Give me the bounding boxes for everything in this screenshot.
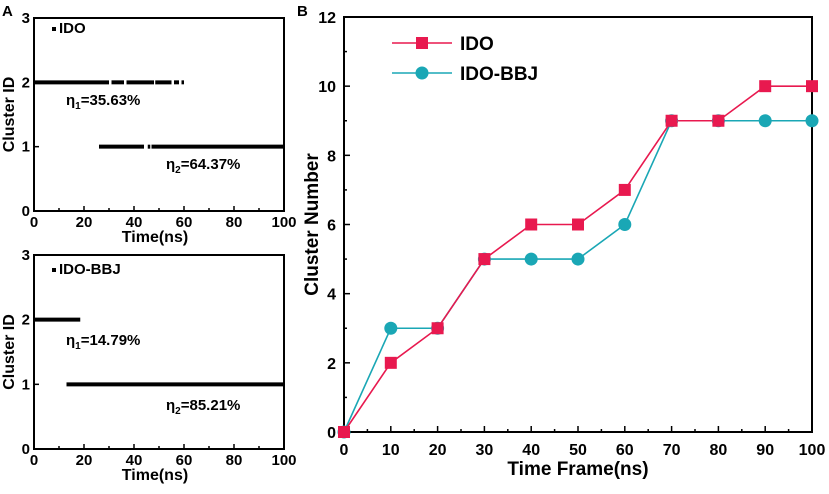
- x-tick-label: 40: [126, 452, 143, 469]
- x-tick-label: 0: [340, 442, 349, 459]
- legend-marker: [415, 66, 429, 80]
- legend-label: IDO: [460, 34, 494, 55]
- y-tick-label: 1: [22, 139, 30, 156]
- x-axis-label: Time Frame(ns): [507, 459, 648, 480]
- x-tick-label: 50: [569, 442, 587, 459]
- data-point-ido-bbj: [384, 321, 398, 335]
- y-tick-label: 4: [327, 287, 336, 304]
- data-point-ido: [338, 426, 350, 438]
- y-tick-label: 6: [327, 218, 336, 235]
- y-axis-label: Cluster ID: [1, 314, 18, 390]
- panel-label: A: [2, 3, 13, 20]
- data-point-ido: [478, 253, 491, 266]
- x-tick-label: 30: [476, 442, 494, 459]
- data-point-ido: [572, 218, 584, 231]
- y-tick-label: 8: [327, 148, 336, 165]
- x-tick-label: 20: [429, 442, 447, 459]
- x-tick-label: 0: [30, 452, 38, 469]
- data-point-ido-bbj: [805, 114, 819, 128]
- legend-marker: [52, 27, 56, 31]
- x-tick-label: 90: [756, 442, 774, 459]
- x-tick-label: 0: [30, 214, 38, 231]
- plot-frame-0: [33, 17, 285, 212]
- data-point-ido-bbj: [571, 252, 585, 266]
- y-tick-label: 0: [22, 441, 30, 458]
- data-point-ido: [431, 322, 444, 335]
- plot-frame-1: [33, 254, 285, 450]
- efficiency-annotation: η1=14.79%: [66, 332, 140, 352]
- efficiency-annotation: η2=85.21%: [166, 397, 240, 417]
- data-point-ido: [384, 356, 397, 369]
- panel-label: B: [297, 3, 308, 20]
- y-tick-label: 1: [22, 376, 30, 393]
- y-axis-label: Cluster Number: [302, 153, 323, 296]
- data-point-ido-bbj: [524, 252, 538, 266]
- x-tick-label: 40: [126, 214, 143, 231]
- y-tick-label: 0: [22, 203, 30, 220]
- x-tick-label: 20: [76, 452, 93, 469]
- data-point-ido: [712, 114, 725, 127]
- y-tick-label: 0: [327, 425, 336, 442]
- data-point-ido-bbj: [758, 114, 772, 128]
- x-tick-label: 100: [799, 442, 826, 459]
- x-tick-label: 60: [616, 442, 634, 459]
- x-tick-label: 100: [271, 214, 296, 231]
- legend-label: IDO: [59, 20, 86, 37]
- data-point-ido: [525, 218, 538, 231]
- efficiency-annotation: η1=35.63%: [66, 92, 140, 112]
- x-tick-label: 70: [663, 442, 681, 459]
- data-point-ido-bbj: [618, 218, 632, 231]
- y-tick-label: 2: [22, 312, 30, 329]
- x-tick-label: 20: [76, 214, 93, 231]
- legend-label: IDO-BBJ: [59, 261, 121, 278]
- x-tick-label: 60: [176, 214, 193, 231]
- data-point-ido: [618, 183, 631, 196]
- legend-marker: [52, 268, 56, 272]
- y-tick-label: 12: [318, 10, 336, 27]
- x-tick-label: 60: [176, 452, 193, 469]
- x-tick-label: 40: [522, 442, 540, 459]
- x-axis-label: Time(ns): [122, 467, 188, 484]
- x-tick-label: 80: [226, 452, 243, 469]
- data-point-ido: [759, 80, 772, 93]
- data-point-ido: [665, 114, 678, 127]
- legend-label: IDO-BBJ: [460, 64, 538, 85]
- legend-marker: [416, 37, 428, 49]
- x-tick-label: 80: [710, 442, 728, 459]
- y-tick-label: 10: [318, 79, 336, 96]
- y-tick-label: 2: [327, 356, 336, 373]
- y-tick-label: 2: [22, 74, 30, 91]
- y-axis-label: Cluster ID: [1, 77, 18, 153]
- y-tick-label: 3: [22, 10, 30, 27]
- x-tick-label: 100: [271, 452, 296, 469]
- series-line-ido-bbj: [343, 119, 812, 433]
- y-tick-label: 3: [22, 247, 30, 264]
- data-point-ido: [806, 80, 818, 93]
- x-tick-label: 80: [226, 214, 243, 231]
- efficiency-annotation: η2=64.37%: [166, 156, 240, 176]
- x-tick-label: 10: [382, 442, 400, 459]
- x-axis-label: Time(ns): [122, 229, 188, 246]
